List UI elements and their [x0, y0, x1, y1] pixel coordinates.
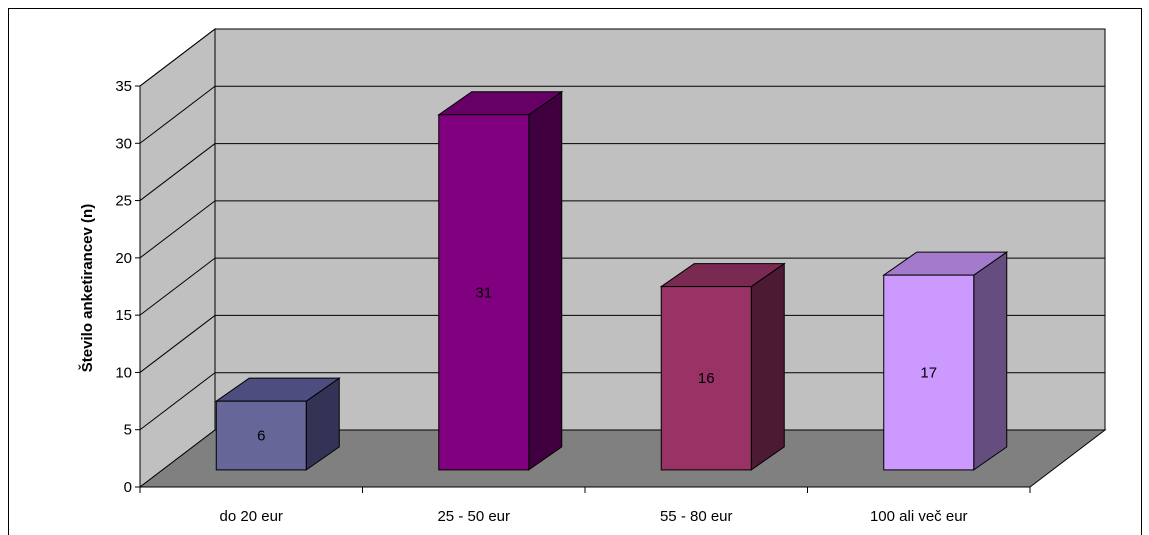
y-tick-label: 10 — [115, 364, 132, 381]
y-tick-label: 30 — [115, 135, 132, 152]
data-label: 17 — [920, 365, 937, 382]
bar-front — [883, 274, 975, 471]
y-tick-label: 0 — [124, 479, 132, 496]
x-tick-label: 25 - 50 eur — [437, 508, 510, 525]
data-label: 16 — [698, 370, 715, 387]
bar-front — [660, 286, 752, 471]
gridline-side — [139, 143, 216, 201]
y-tick-label: 20 — [115, 250, 132, 267]
gridline-side — [139, 200, 216, 259]
y-tick-label: 35 — [115, 78, 132, 95]
x-tick-label: 100 ali več eur — [870, 508, 968, 525]
gridline-side — [139, 372, 216, 431]
x-tick-label: 55 - 80 eur — [660, 508, 733, 525]
bar-side — [973, 251, 1008, 471]
y-tick-label: 5 — [124, 422, 132, 439]
data-label: 31 — [475, 284, 492, 301]
gridline-side — [139, 315, 216, 373]
bar-2 — [437, 90, 564, 471]
bar-1 — [214, 377, 341, 471]
bars — [214, 90, 1009, 471]
bar-side — [528, 90, 563, 471]
gridline-side — [139, 85, 216, 144]
bar-4 — [882, 251, 1009, 471]
chart-walls — [138, 27, 1107, 489]
y-axis-label: Število anketirancev (n) — [78, 204, 96, 372]
side-wall — [139, 27, 216, 489]
bar-front — [215, 400, 307, 471]
gridline-side — [139, 28, 216, 87]
gridline-side — [139, 257, 216, 316]
chart-axes — [135, 85, 1031, 493]
labels: 0 5 10 15 20 25 30 35 6 do 20 eur 31 25 - 50 eur 16 5… — [115, 78, 967, 525]
data-label: 6 — [257, 428, 265, 445]
y-tick-label: 25 — [115, 193, 132, 210]
bar-front — [438, 114, 530, 471]
bar-side — [750, 262, 785, 471]
y-tick-label: 15 — [115, 307, 132, 324]
x-tick-label: do 20 eur — [220, 508, 283, 525]
bar-3 — [659, 262, 786, 471]
